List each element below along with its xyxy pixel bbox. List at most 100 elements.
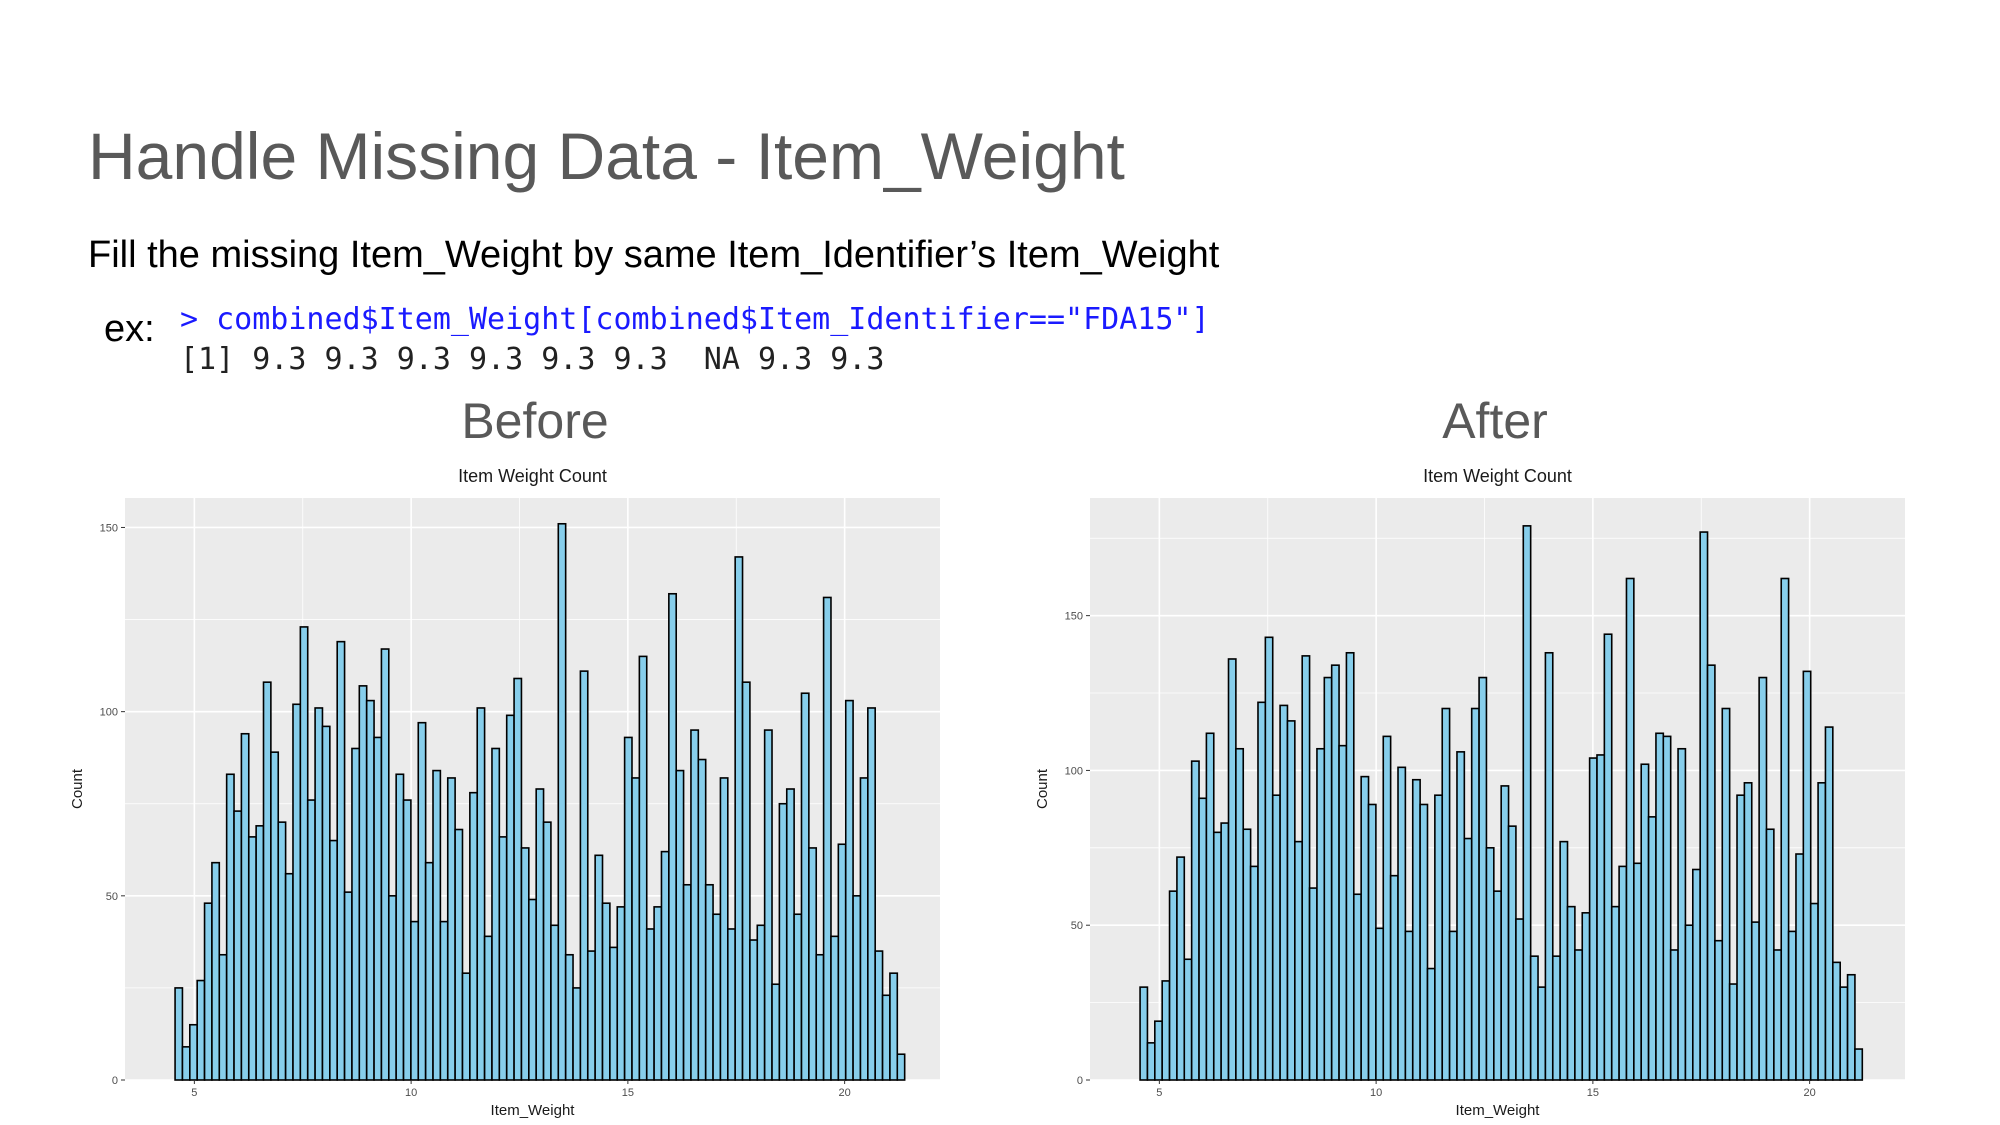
- after-heading: After: [1442, 393, 1548, 449]
- histogram-bar: [1168, 890, 1178, 1081]
- histogram-bar: [631, 777, 641, 1081]
- histogram-bar: [771, 983, 781, 1081]
- histogram-bar: [1515, 918, 1525, 1081]
- histogram-bar: [505, 714, 515, 1081]
- histogram-bar: [653, 906, 663, 1081]
- histogram-bar: [1795, 853, 1805, 1081]
- histogram-bar: [1419, 803, 1429, 1081]
- histogram-bar: [1817, 782, 1827, 1081]
- histogram-bar: [734, 556, 744, 1081]
- histogram-bar: [417, 721, 427, 1081]
- histogram-bar: [343, 891, 353, 1081]
- histogram-bar: [1154, 1020, 1163, 1081]
- histogram-bar: [822, 596, 832, 1081]
- histogram-bar: [314, 707, 324, 1081]
- histogram-bar: [793, 913, 803, 1081]
- histogram-bar: [1227, 658, 1237, 1081]
- histogram-bar: [395, 773, 405, 1081]
- histogram-bar: [1618, 865, 1628, 1081]
- histogram-bar: [513, 677, 523, 1081]
- histogram-bar: [1301, 655, 1311, 1081]
- histogram-bar: [1603, 633, 1613, 1081]
- histogram-bar: [726, 928, 736, 1081]
- histogram-bar: [277, 821, 287, 1081]
- histogram-bar: [469, 791, 479, 1081]
- histogram-bar: [638, 655, 648, 1081]
- x-tick-label: 5: [191, 1087, 197, 1099]
- histogram-bar: [572, 987, 582, 1081]
- histogram-bar: [365, 699, 375, 1081]
- histogram-bar: [741, 681, 751, 1081]
- histogram-bar: [1345, 651, 1355, 1081]
- histogram-bar: [1456, 751, 1466, 1081]
- histogram-bar: [1610, 905, 1620, 1081]
- histogram-bar: [852, 895, 862, 1081]
- histogram-bar: [1389, 874, 1399, 1081]
- histogram-bar: [439, 920, 449, 1081]
- histogram-bar: [1271, 794, 1281, 1081]
- histogram-bar: [284, 872, 294, 1081]
- histogram-bar: [1338, 744, 1348, 1081]
- histogram-bar: [174, 987, 184, 1081]
- histogram-bar: [270, 751, 280, 1081]
- histogram-bar: [1397, 766, 1407, 1081]
- histogram-bar: [351, 747, 361, 1081]
- y-tick-label: 100: [1065, 765, 1083, 777]
- histogram-bar: [1316, 747, 1326, 1081]
- histogram-bar: [233, 810, 243, 1081]
- histogram-bar: [1330, 664, 1340, 1081]
- y-axis-label: Count: [69, 768, 86, 809]
- code-output: [1] 9.3 9.3 9.3 9.3 9.3 9.3 NA 9.3 9.3: [180, 342, 885, 377]
- histogram-bar: [623, 736, 633, 1081]
- x-tick-label: 10: [1370, 1087, 1382, 1099]
- histogram-bar: [668, 592, 678, 1081]
- histogram-bar: [1736, 794, 1746, 1081]
- histogram-bar: [1559, 840, 1569, 1081]
- histogram-bar: [225, 773, 235, 1081]
- histogram-bar: [483, 935, 493, 1081]
- example-label: ex:: [104, 308, 155, 350]
- histogram-bar: [859, 777, 869, 1081]
- histogram-bar: [498, 836, 508, 1081]
- histogram-bar: [586, 950, 596, 1081]
- histogram-bar: [697, 758, 707, 1081]
- histogram-bar: [874, 950, 884, 1081]
- histogram-bar: [1198, 797, 1208, 1081]
- histogram-bar: [1478, 676, 1488, 1081]
- histogram-bar: [247, 836, 257, 1081]
- after-histogram: Item Weight Count 5 10 15 20 0 50 100 150 Item_We…: [1034, 466, 1905, 1119]
- histogram-bar: [1773, 949, 1783, 1081]
- histogram-bar: [1441, 707, 1451, 1081]
- histogram-bar: [889, 972, 899, 1081]
- histogram-bar: [1625, 577, 1635, 1081]
- histogram-bar: [1279, 704, 1289, 1081]
- histogram-bar: [380, 648, 390, 1081]
- histogram-bar: [1633, 862, 1643, 1081]
- histogram-bar: [844, 699, 854, 1081]
- histogram-bar: [1699, 531, 1709, 1081]
- histogram-bar: [520, 847, 530, 1081]
- histogram-bar: [815, 953, 825, 1081]
- histogram-bar: [1529, 955, 1539, 1081]
- y-tick-label: 100: [100, 707, 118, 719]
- histogram-bar: [373, 736, 383, 1081]
- histogram-bar: [1308, 887, 1318, 1081]
- histogram-bar: [756, 924, 766, 1081]
- histogram-bar: [1655, 732, 1665, 1081]
- histogram-bar: [896, 1053, 906, 1081]
- histogram-bar: [1382, 735, 1392, 1081]
- histogram-bar: [1212, 831, 1222, 1081]
- histogram-bar: [1728, 983, 1738, 1081]
- histogram-bar: [476, 707, 486, 1081]
- histogram-bar: [645, 928, 655, 1081]
- histogram-bar: [336, 640, 346, 1081]
- histogram-bar: [609, 946, 619, 1081]
- histogram-bar: [1507, 825, 1517, 1081]
- x-tick-label: 20: [839, 1087, 851, 1099]
- histogram-bar: [432, 769, 442, 1081]
- histogram-bar: [1485, 847, 1495, 1081]
- histogram-bar: [867, 707, 876, 1081]
- code-command: > combined$Item_Weight[combined$Item_Ide…: [180, 302, 1210, 337]
- histogram-bar: [1846, 973, 1856, 1081]
- histogram-bar: [262, 681, 272, 1081]
